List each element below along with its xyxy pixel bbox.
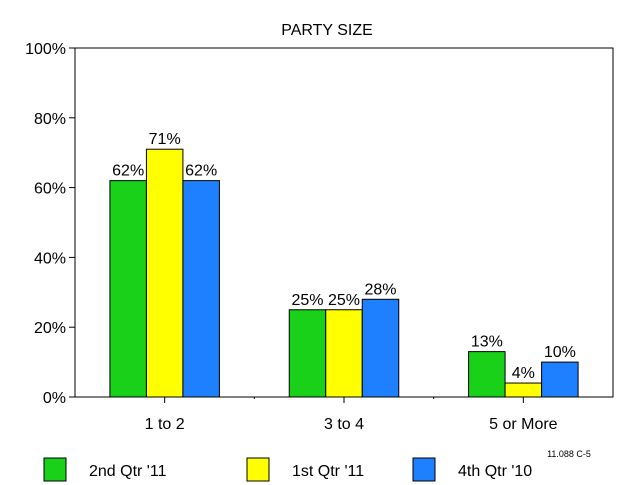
y-tick-label: 60% <box>34 181 66 198</box>
y-tick-label: 0% <box>43 390 66 407</box>
bar <box>182 180 220 398</box>
legend-swatch <box>246 457 270 482</box>
bar <box>541 361 579 398</box>
bar-value-label: 10% <box>544 344 576 361</box>
bar-value-label: 25% <box>291 292 323 309</box>
x-tick-label: 1 to 2 <box>145 416 185 433</box>
legend-label: 1st Qtr '11 <box>292 463 364 480</box>
bar <box>361 298 400 398</box>
chart-annotation: 11.088 C-5 <box>547 449 591 459</box>
x-tick-label: 3 to 4 <box>324 416 364 433</box>
chart-title: PARTY SIZE <box>281 22 373 39</box>
x-tick-label: 5 or More <box>489 416 558 433</box>
y-axis: 0% 20% 40% 60% 80% 100% <box>25 41 75 407</box>
bar <box>504 382 543 398</box>
bar <box>145 148 184 398</box>
bar <box>325 309 363 398</box>
bar-series: 62% 25% 13% 71% 25% 4% 62% 28% 10% <box>109 131 579 398</box>
bar-value-label: 28% <box>364 281 396 298</box>
y-tick-label: 40% <box>34 250 66 267</box>
bar-value-label: 25% <box>328 292 360 309</box>
bar <box>109 180 147 398</box>
bar <box>468 351 506 398</box>
y-tick-label: 100% <box>25 41 66 58</box>
x-axis: 1 to 2 3 to 4 5 or More <box>145 397 558 433</box>
bar <box>288 309 327 398</box>
y-tick-label: 20% <box>34 320 66 337</box>
legend-swatch <box>412 457 436 482</box>
bar-value-label: 62% <box>185 163 217 180</box>
legend: 2nd Qtr '11 1st Qtr '11 4th Qtr '10 <box>43 457 532 482</box>
legend-swatch <box>43 457 67 482</box>
bar-value-label: 4% <box>512 365 535 382</box>
bar-value-label: 13% <box>471 334 503 351</box>
bar-value-label: 62% <box>112 163 144 180</box>
y-tick-label: 80% <box>34 111 66 128</box>
legend-label: 4th Qtr '10 <box>458 463 532 480</box>
legend-label: 2nd Qtr '11 <box>89 463 167 480</box>
bar-value-label: 71% <box>149 131 181 148</box>
